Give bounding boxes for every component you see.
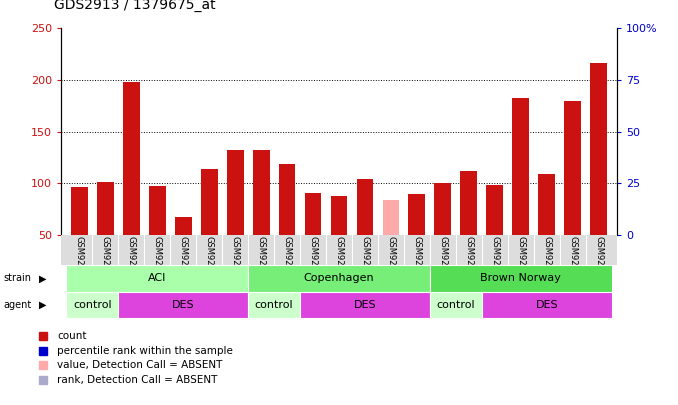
Text: ACI: ACI: [148, 273, 166, 283]
Text: strain: strain: [3, 273, 31, 283]
Text: control: control: [437, 300, 475, 310]
Bar: [382, 200, 399, 235]
Text: count: count: [57, 331, 87, 341]
Text: DES: DES: [172, 300, 195, 310]
Bar: [175, 217, 192, 235]
Text: value, Detection Call = ABSENT: value, Detection Call = ABSENT: [57, 360, 222, 370]
Text: GSM92205: GSM92205: [205, 236, 214, 281]
Text: rank, Detection Call = ABSENT: rank, Detection Call = ABSENT: [57, 375, 218, 385]
Bar: [513, 98, 530, 235]
Bar: [66, 292, 118, 318]
Bar: [248, 265, 430, 292]
Bar: [357, 179, 374, 235]
Bar: [253, 150, 269, 235]
Bar: [123, 82, 140, 235]
Bar: [226, 150, 243, 235]
Text: GSM92204: GSM92204: [178, 236, 188, 281]
Text: ▶: ▶: [39, 273, 46, 283]
Text: GSM92206: GSM92206: [231, 236, 239, 281]
Bar: [248, 292, 300, 318]
Bar: [564, 101, 581, 235]
Text: GDS2913 / 1379675_at: GDS2913 / 1379675_at: [54, 0, 216, 12]
Text: control: control: [255, 300, 294, 310]
Bar: [591, 64, 607, 235]
Text: GSM92212: GSM92212: [386, 236, 395, 281]
Text: GSM92220: GSM92220: [595, 236, 603, 281]
Text: GSM92208: GSM92208: [283, 236, 292, 281]
Bar: [408, 194, 425, 235]
Text: GSM92203: GSM92203: [153, 236, 161, 281]
Bar: [300, 292, 430, 318]
Text: ▶: ▶: [39, 300, 46, 310]
Text: GSM92210: GSM92210: [334, 236, 344, 281]
Bar: [430, 292, 482, 318]
Bar: [430, 265, 612, 292]
Text: GSM92215: GSM92215: [464, 236, 473, 281]
Text: GSM92200: GSM92200: [75, 236, 83, 281]
Text: control: control: [73, 300, 111, 310]
Text: GSM92209: GSM92209: [308, 236, 317, 281]
Bar: [486, 185, 503, 235]
Text: agent: agent: [3, 300, 32, 310]
Text: GSM92211: GSM92211: [361, 236, 370, 281]
Bar: [66, 265, 248, 292]
Text: GSM92207: GSM92207: [256, 236, 266, 281]
Bar: [279, 164, 296, 235]
Text: GSM92202: GSM92202: [127, 236, 136, 281]
Text: GSM92217: GSM92217: [517, 236, 525, 281]
Text: GSM92218: GSM92218: [542, 236, 551, 281]
Bar: [118, 292, 248, 318]
Text: percentile rank within the sample: percentile rank within the sample: [57, 346, 233, 356]
Bar: [71, 188, 87, 235]
Bar: [148, 186, 165, 235]
Text: Copenhagen: Copenhagen: [304, 273, 374, 283]
Text: GSM92201: GSM92201: [101, 236, 110, 281]
Bar: [435, 183, 452, 235]
Text: GSM92216: GSM92216: [490, 236, 500, 281]
Text: Brown Norway: Brown Norway: [481, 273, 561, 283]
Bar: [97, 182, 114, 235]
Text: GSM92219: GSM92219: [568, 236, 577, 281]
Text: GSM92214: GSM92214: [439, 236, 447, 281]
Bar: [460, 171, 477, 235]
Text: DES: DES: [536, 300, 558, 310]
Bar: [482, 292, 612, 318]
Text: DES: DES: [354, 300, 376, 310]
Bar: [201, 169, 218, 235]
Bar: [331, 196, 347, 235]
Bar: [538, 174, 555, 235]
Bar: [304, 192, 321, 235]
Text: GSM92213: GSM92213: [412, 236, 422, 281]
